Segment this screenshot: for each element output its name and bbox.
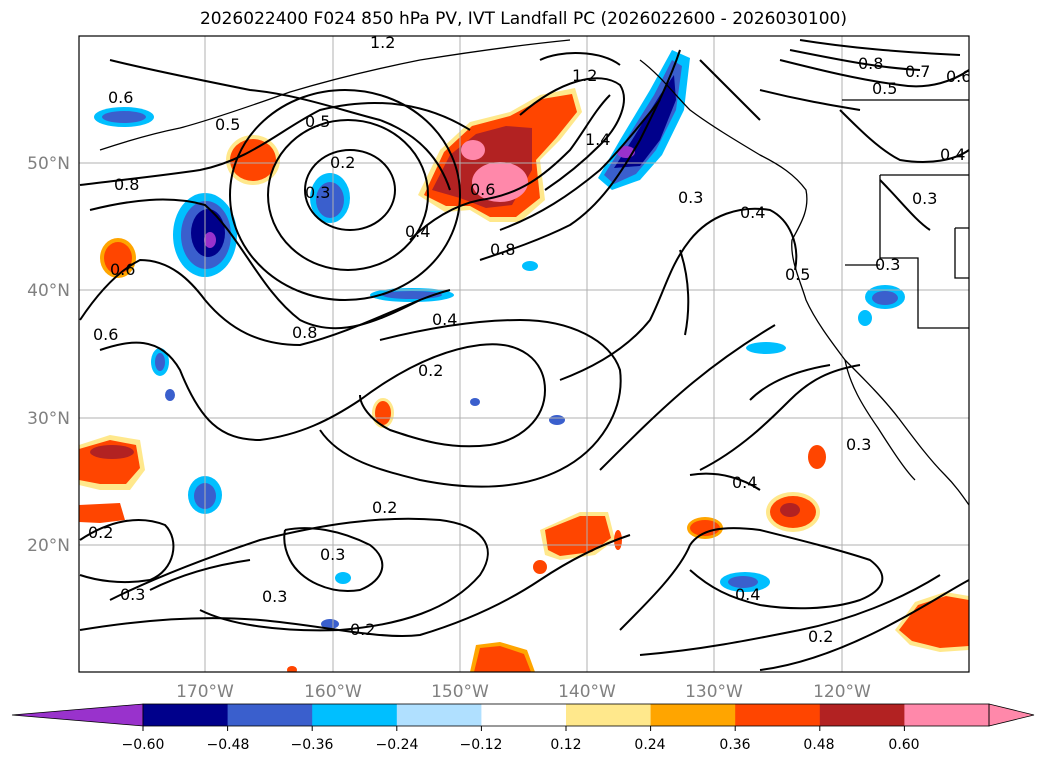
contour-label: 0.4 bbox=[732, 473, 757, 492]
contour-label: 0.6 bbox=[108, 88, 133, 107]
colorbar-tick-label: 0.48 bbox=[803, 737, 834, 753]
colorbar-tick-label: 0.36 bbox=[719, 737, 750, 753]
colorbar-tick-label: 0.12 bbox=[550, 737, 581, 753]
contour-label: 0.6 bbox=[110, 260, 135, 279]
colorbar-extend-high bbox=[988, 703, 1035, 727]
coastlines bbox=[99, 39, 969, 506]
colorbar-segment bbox=[143, 704, 229, 726]
contour-label: 0.5 bbox=[215, 115, 240, 134]
colorbar-tick-label: −0.36 bbox=[291, 737, 334, 753]
contour-label: 0.3 bbox=[846, 435, 871, 454]
contour-label: 0.3 bbox=[120, 585, 145, 604]
colorbar-segment bbox=[735, 704, 821, 726]
contour-label: 0.8 bbox=[292, 323, 317, 342]
colorbar-tick-label: −0.48 bbox=[207, 737, 250, 753]
contour-label: 1.2 bbox=[370, 33, 395, 52]
contour-label: 0.5 bbox=[305, 112, 330, 131]
contour-label: 0.3 bbox=[875, 255, 900, 274]
contour-label: 0.4 bbox=[735, 585, 760, 604]
lon-label: 170°W bbox=[176, 682, 234, 702]
contour-label: 0.8 bbox=[114, 175, 139, 194]
contour-label: 0.2 bbox=[372, 498, 397, 517]
contour-label: 0.2 bbox=[418, 361, 443, 380]
latitude-labels: 50°N 40°N 30°N 20°N bbox=[27, 154, 70, 556]
colorbar bbox=[11, 703, 1035, 731]
contour-label: 0.5 bbox=[872, 79, 897, 98]
contour-label: 0.2 bbox=[350, 620, 375, 639]
lon-label: 150°W bbox=[431, 682, 489, 702]
colorbar-tick-label: −0.60 bbox=[122, 737, 165, 753]
colorbar-segment bbox=[481, 704, 567, 726]
contour-label: 0.6 bbox=[93, 325, 118, 344]
map-title: 2026022400 F024 850 hPa PV, IVT Landfall… bbox=[199, 9, 847, 29]
contour-label: 0.4 bbox=[940, 145, 965, 164]
contour-label: 0.6 bbox=[470, 180, 495, 199]
contour-label: 0.3 bbox=[678, 188, 703, 207]
colorbar-segment bbox=[227, 704, 313, 726]
pv-contours bbox=[79, 39, 969, 671]
contour-label: 1.4 bbox=[585, 130, 610, 149]
lon-label: 120°W bbox=[813, 682, 871, 702]
colorbar-tick-label: 0.24 bbox=[634, 737, 665, 753]
gridlines bbox=[79, 36, 969, 672]
contour-label: 0.3 bbox=[912, 189, 937, 208]
colorbar-segment bbox=[396, 704, 482, 726]
contour-label: 0.6 bbox=[946, 67, 971, 86]
lat-label: 50°N bbox=[27, 154, 70, 174]
colorbar-segment bbox=[650, 704, 736, 726]
contour-label: 1.2 bbox=[572, 66, 597, 85]
longitude-labels: 170°W 160°W 150°W 140°W 130°W 120°W bbox=[176, 682, 871, 702]
colorbar-tick-labels: −0.60 −0.48 −0.36 −0.24 −0.12 0.12 0.24 … bbox=[122, 737, 920, 753]
lon-label: 130°W bbox=[685, 682, 743, 702]
contour-label: 0.4 bbox=[432, 310, 457, 329]
contour-label: 0.2 bbox=[808, 627, 833, 646]
contour-label: 0.2 bbox=[88, 523, 113, 542]
lat-label: 30°N bbox=[27, 409, 70, 429]
lon-label: 140°W bbox=[558, 682, 616, 702]
colorbar-segment bbox=[312, 704, 398, 726]
lat-label: 40°N bbox=[27, 281, 70, 301]
lat-label: 20°N bbox=[27, 536, 70, 556]
contour-label: 0.7 bbox=[905, 62, 930, 81]
colorbar-extend-low bbox=[11, 703, 144, 727]
contour-label: 0.3 bbox=[320, 545, 345, 564]
colorbar-segment bbox=[904, 704, 990, 726]
contour-label: 0.3 bbox=[305, 183, 330, 202]
contour-label: 0.5 bbox=[785, 265, 810, 284]
contour-label: 0.4 bbox=[405, 222, 430, 241]
contour-label: 0.3 bbox=[262, 587, 287, 606]
contour-labels: 1.2 1.2 0.5 0.5 0.2 0.3 0.8 0.6 0.6 0.4 … bbox=[88, 33, 971, 646]
contour-label: 0.4 bbox=[740, 203, 765, 222]
contour-label: 0.8 bbox=[858, 54, 883, 73]
lon-label: 160°W bbox=[304, 682, 362, 702]
colorbar-tick-label: −0.12 bbox=[460, 737, 503, 753]
map-frame bbox=[78, 35, 970, 673]
contour-label: 0.2 bbox=[330, 153, 355, 172]
colorbar-tick-label: −0.24 bbox=[376, 737, 419, 753]
colorbar-segment bbox=[566, 704, 652, 726]
colorbar-tick-label: 0.60 bbox=[888, 737, 919, 753]
colorbar-segment bbox=[819, 704, 905, 726]
contour-label: 0.8 bbox=[490, 240, 515, 259]
